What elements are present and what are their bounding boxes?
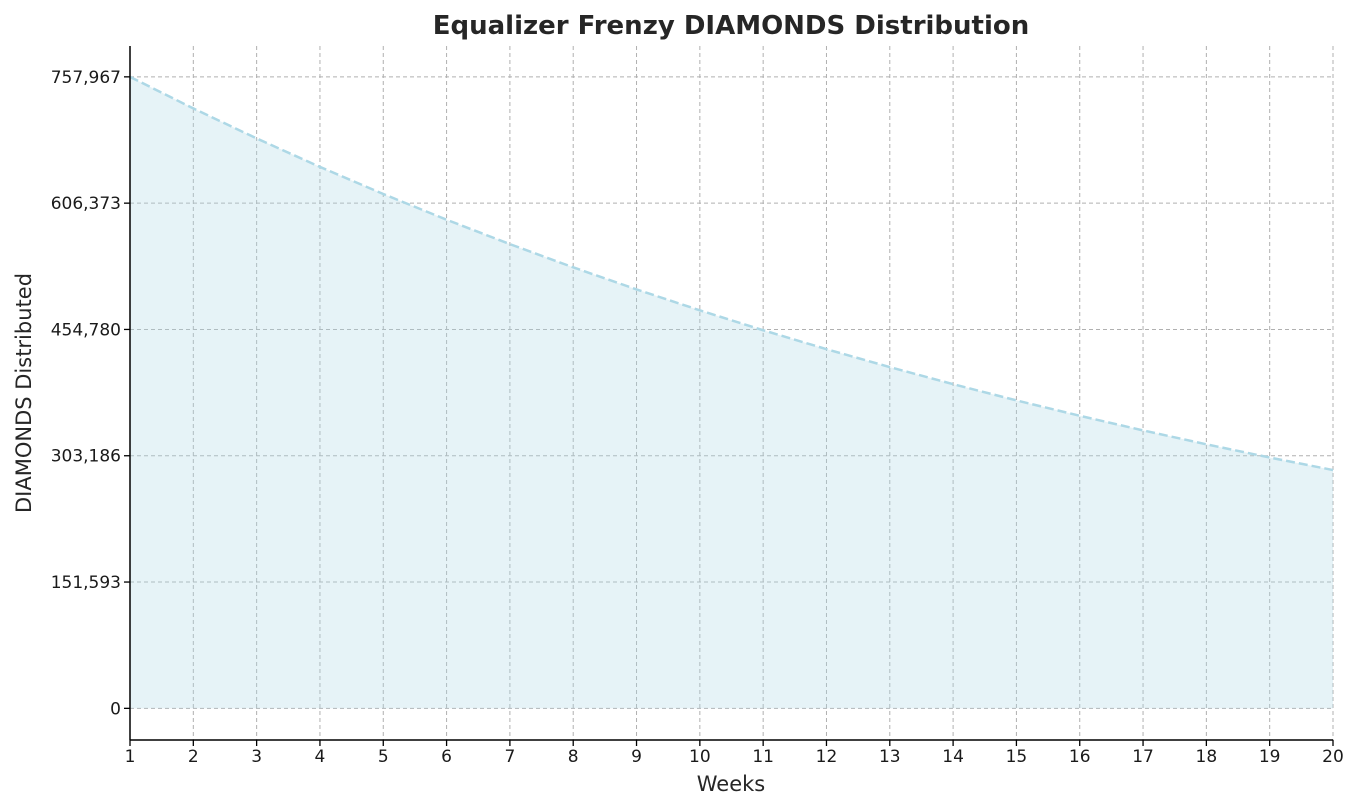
x-tick-label: 19 xyxy=(1259,747,1281,767)
x-tick-label: 18 xyxy=(1196,747,1218,767)
y-tick-label: 454,780 xyxy=(51,320,121,340)
x-tick-label: 12 xyxy=(816,747,838,767)
x-tick-label: 3 xyxy=(251,747,262,767)
x-axis-label: Weeks xyxy=(697,772,765,796)
chart-title: Equalizer Frenzy DIAMONDS Distribution xyxy=(433,11,1030,41)
x-tick-label: 10 xyxy=(689,747,711,767)
x-tick-label: 9 xyxy=(631,747,642,767)
y-axis-ticks: 0 151,593 303,186 454,780 606,373 757,967 xyxy=(51,68,130,719)
x-tick-label: 17 xyxy=(1132,747,1154,767)
area-fill xyxy=(130,76,1333,709)
y-axis-label: DIAMONDS Distributed xyxy=(12,273,36,513)
x-tick-label: 14 xyxy=(942,747,964,767)
x-tick-label: 4 xyxy=(315,747,326,767)
x-tick-label: 20 xyxy=(1322,747,1344,767)
x-tick-label: 6 xyxy=(441,747,452,767)
x-tick-label: 5 xyxy=(378,747,389,767)
y-tick-label: 757,967 xyxy=(51,68,121,88)
x-tick-label: 8 xyxy=(568,747,579,767)
x-tick-label: 2 xyxy=(188,747,199,767)
y-tick-label: 606,373 xyxy=(51,194,121,214)
y-tick-label: 0 xyxy=(110,699,121,719)
y-tick-label: 303,186 xyxy=(51,447,121,467)
series-line xyxy=(129,75,1334,472)
x-tick-label: 11 xyxy=(752,747,774,767)
x-tick-label: 7 xyxy=(504,747,515,767)
x-axis-ticks: 1 2 3 4 5 6 7 8 9 10 11 12 13 14 15 16 17 18 19 20 xyxy=(125,740,1344,767)
x-tick-label: 16 xyxy=(1069,747,1091,767)
grid-lines xyxy=(129,46,1334,740)
axes xyxy=(129,46,1333,741)
x-tick-label: 15 xyxy=(1006,747,1028,767)
y-tick-label: 151,593 xyxy=(51,573,121,593)
x-tick-label: 13 xyxy=(879,747,901,767)
x-tick-label: 1 xyxy=(125,747,136,767)
plot-area xyxy=(129,75,1334,709)
